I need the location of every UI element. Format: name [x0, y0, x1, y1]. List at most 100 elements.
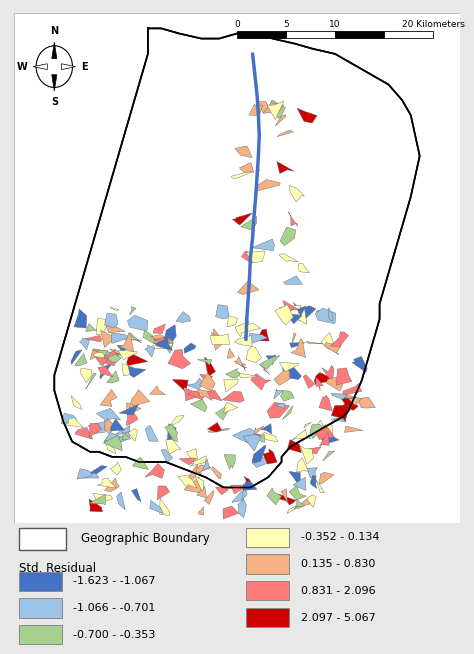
Polygon shape	[145, 345, 155, 357]
Polygon shape	[321, 332, 333, 349]
Polygon shape	[288, 439, 301, 453]
Polygon shape	[319, 472, 334, 485]
Polygon shape	[315, 424, 335, 439]
Polygon shape	[71, 350, 82, 364]
Polygon shape	[150, 500, 164, 514]
Polygon shape	[104, 436, 122, 451]
Polygon shape	[267, 101, 284, 120]
Polygon shape	[238, 499, 246, 518]
Polygon shape	[145, 464, 164, 478]
Polygon shape	[319, 395, 332, 411]
Polygon shape	[153, 337, 170, 343]
Polygon shape	[100, 330, 116, 348]
Polygon shape	[331, 405, 350, 421]
Polygon shape	[246, 347, 262, 363]
Polygon shape	[310, 424, 322, 439]
Polygon shape	[196, 465, 211, 473]
Polygon shape	[283, 301, 298, 311]
Polygon shape	[288, 212, 298, 226]
Bar	[246, 608, 289, 627]
Polygon shape	[303, 375, 315, 388]
Polygon shape	[186, 449, 198, 462]
Polygon shape	[267, 402, 290, 418]
Polygon shape	[110, 462, 121, 475]
Polygon shape	[237, 281, 259, 294]
Polygon shape	[143, 330, 161, 345]
Polygon shape	[261, 424, 272, 434]
Polygon shape	[105, 439, 116, 454]
Polygon shape	[274, 370, 290, 385]
Bar	[335, 31, 384, 37]
Polygon shape	[178, 475, 197, 489]
Polygon shape	[283, 276, 302, 284]
Polygon shape	[128, 315, 148, 331]
Polygon shape	[259, 356, 280, 370]
Polygon shape	[210, 334, 230, 345]
Polygon shape	[104, 321, 125, 333]
Text: W: W	[17, 61, 27, 72]
Polygon shape	[235, 146, 252, 158]
Polygon shape	[226, 368, 241, 378]
Polygon shape	[281, 390, 294, 401]
Polygon shape	[96, 408, 121, 422]
Polygon shape	[224, 379, 238, 392]
Polygon shape	[314, 372, 336, 384]
Polygon shape	[274, 403, 285, 408]
Polygon shape	[255, 180, 280, 190]
Polygon shape	[104, 351, 120, 358]
Polygon shape	[155, 339, 173, 351]
Polygon shape	[127, 403, 141, 415]
Polygon shape	[105, 478, 119, 492]
Polygon shape	[310, 475, 317, 489]
Polygon shape	[164, 324, 176, 342]
Polygon shape	[104, 432, 127, 442]
Polygon shape	[184, 477, 201, 492]
Bar	[237, 31, 286, 37]
Polygon shape	[227, 316, 237, 327]
Polygon shape	[119, 405, 138, 415]
Polygon shape	[124, 338, 141, 340]
Polygon shape	[330, 332, 348, 347]
Polygon shape	[153, 324, 165, 334]
Polygon shape	[200, 373, 215, 391]
Polygon shape	[230, 485, 249, 494]
Polygon shape	[277, 130, 293, 137]
Polygon shape	[280, 227, 296, 246]
Polygon shape	[344, 394, 362, 405]
Polygon shape	[326, 376, 343, 391]
Polygon shape	[306, 341, 323, 344]
Polygon shape	[188, 464, 201, 479]
Polygon shape	[127, 354, 148, 366]
Polygon shape	[211, 467, 221, 479]
Polygon shape	[129, 390, 150, 407]
Polygon shape	[279, 362, 299, 372]
Polygon shape	[215, 405, 230, 420]
Bar	[19, 572, 62, 591]
Polygon shape	[252, 455, 273, 468]
Polygon shape	[216, 487, 228, 494]
Polygon shape	[307, 468, 318, 478]
Polygon shape	[266, 355, 276, 364]
Text: 0.831 - 2.096: 0.831 - 2.096	[301, 586, 375, 596]
Polygon shape	[283, 366, 301, 379]
Polygon shape	[301, 447, 321, 454]
Polygon shape	[249, 104, 263, 116]
Polygon shape	[286, 313, 302, 324]
Polygon shape	[33, 63, 47, 69]
Polygon shape	[255, 169, 260, 171]
Polygon shape	[109, 349, 122, 355]
Polygon shape	[52, 42, 57, 59]
Polygon shape	[336, 368, 352, 385]
Polygon shape	[241, 216, 257, 230]
Polygon shape	[280, 305, 301, 312]
Polygon shape	[252, 239, 274, 250]
Polygon shape	[297, 458, 309, 472]
Text: 2.097 - 5.067: 2.097 - 5.067	[301, 613, 376, 623]
Polygon shape	[243, 434, 261, 451]
Polygon shape	[307, 494, 316, 508]
Polygon shape	[71, 396, 82, 409]
Polygon shape	[128, 366, 146, 377]
Polygon shape	[211, 333, 227, 350]
Polygon shape	[74, 354, 87, 366]
Polygon shape	[252, 445, 266, 463]
